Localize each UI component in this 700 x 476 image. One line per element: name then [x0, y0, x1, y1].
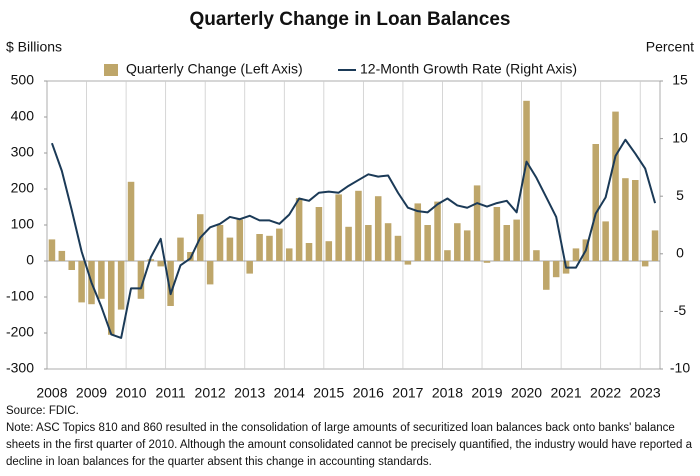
- bar: [632, 180, 639, 261]
- chart: Quarterly Change in Loan Balances $ Bill…: [6, 9, 694, 400]
- bar: [641, 261, 649, 267]
- bar: [48, 239, 56, 261]
- bar: [454, 223, 461, 261]
- plot-frame: [46, 80, 661, 370]
- bar: [266, 235, 273, 261]
- bar: [236, 219, 244, 261]
- x-tick-label: 2018: [432, 385, 463, 400]
- bar: [384, 223, 392, 261]
- source: Source: FDIC.: [6, 405, 79, 417]
- bar: [206, 261, 214, 285]
- bar: [355, 190, 362, 261]
- y-axis-label: $ Billions: [6, 39, 62, 55]
- y-tick-label: -100: [6, 288, 34, 304]
- legend-label: 12-Month Growth Rate (Right Axis): [360, 61, 577, 77]
- y-tick-label: 200: [11, 180, 35, 196]
- bar: [285, 248, 293, 261]
- legend-swatch: [104, 64, 118, 76]
- bar: [651, 230, 659, 261]
- bar: [58, 250, 66, 261]
- bar: [404, 261, 412, 265]
- bar: [305, 243, 313, 261]
- y2-tick-label: 10: [672, 129, 688, 145]
- bar: [127, 181, 135, 261]
- bar: [365, 225, 372, 261]
- bar: [602, 221, 609, 261]
- y2-axis-label: Percent: [646, 39, 694, 55]
- bar: [216, 225, 224, 261]
- bar: [246, 261, 253, 274]
- y2-tick-label: 0: [676, 245, 684, 261]
- bar: [463, 230, 471, 261]
- y-tick-label: 300: [11, 144, 35, 160]
- bar: [533, 250, 540, 261]
- bar: [503, 225, 511, 261]
- bar: [78, 261, 85, 303]
- bar: [592, 144, 599, 261]
- bar: [68, 261, 75, 270]
- line: [50, 138, 657, 339]
- bar: [325, 241, 333, 261]
- bar: [394, 235, 402, 261]
- note: Note: ASC Topics 810 and 860 resulted in…: [6, 422, 692, 468]
- x-tick-label: 2015: [313, 385, 344, 400]
- y-tick-label: 400: [11, 108, 35, 124]
- y2-tick-label: -5: [674, 302, 687, 318]
- bar: [414, 203, 422, 261]
- bar: [315, 207, 323, 261]
- bar: [434, 201, 441, 261]
- bar: [256, 234, 263, 261]
- x-tick-label: 2022: [590, 385, 621, 400]
- x-tick-label: 2017: [392, 385, 423, 400]
- bar: [543, 261, 550, 290]
- bar: [137, 261, 145, 299]
- x-tick-label: 2013: [234, 385, 265, 400]
- x-tick-label: 2016: [353, 385, 384, 400]
- y2-tick-label: -10: [670, 360, 690, 376]
- bar: [483, 261, 491, 263]
- bar: [473, 185, 481, 261]
- bar: [374, 196, 382, 261]
- bar: [345, 226, 352, 261]
- x-tick-label: 2014: [274, 385, 305, 400]
- bar: [572, 248, 580, 261]
- bar: [276, 228, 283, 261]
- bar: [622, 178, 629, 261]
- bar: [612, 111, 619, 261]
- bar: [177, 237, 184, 261]
- bar: [493, 207, 501, 261]
- bar: [108, 261, 115, 335]
- x-tick-label: 2021: [550, 385, 581, 400]
- x-tick-label: 2019: [471, 385, 502, 400]
- chart-title: Quarterly Change in Loan Balances: [190, 9, 511, 30]
- bar: [98, 261, 105, 299]
- x-tick-label: 2023: [630, 385, 661, 400]
- bar: [157, 261, 164, 267]
- bar: [444, 250, 451, 261]
- y-tick-label: 500: [11, 72, 35, 88]
- legend-label: Quarterly Change (Left Axis): [126, 61, 303, 77]
- x-tick-label: 2009: [76, 385, 107, 400]
- x-tick-label: 2011: [156, 385, 186, 400]
- bar: [513, 219, 520, 261]
- y-tick-label: -200: [6, 324, 34, 340]
- y-tick-label: 100: [11, 216, 35, 232]
- x-tick-label: 2012: [195, 385, 226, 400]
- y-tick-label: 0: [26, 252, 34, 268]
- bar: [552, 261, 560, 278]
- bar: [335, 194, 342, 261]
- x-tick-label: 2008: [36, 385, 67, 400]
- bar: [523, 100, 530, 261]
- x-tick-label: 2020: [511, 385, 542, 400]
- y2-tick-label: 5: [676, 187, 684, 203]
- y2-tick-label: 15: [672, 72, 688, 88]
- x-tick-label: 2010: [115, 385, 146, 400]
- bar: [424, 225, 431, 261]
- bar: [117, 261, 125, 310]
- y-tick-label: -300: [6, 360, 34, 376]
- bar: [167, 261, 174, 306]
- bar: [226, 237, 234, 261]
- bar: [295, 198, 303, 261]
